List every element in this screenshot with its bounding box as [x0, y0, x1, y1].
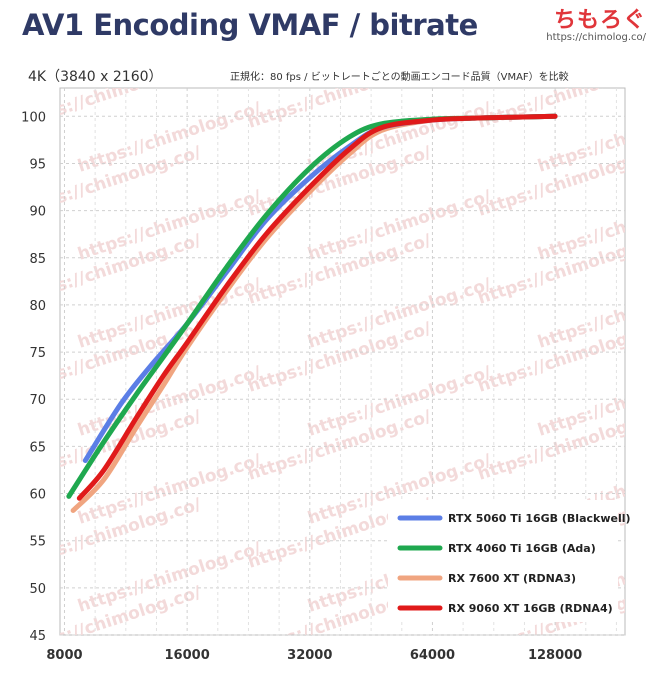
x-tick-label: 128000	[528, 648, 582, 663]
brand-logo: ちもろぐ https://chimolog.co/	[546, 2, 646, 43]
x-tick-label: 16000	[165, 648, 210, 663]
y-tick-label: 90	[29, 205, 46, 220]
y-tick-label: 95	[29, 157, 46, 172]
chart-subtitle: 4K（3840 x 2160）	[28, 69, 163, 85]
y-tick-label: 70	[29, 393, 46, 408]
x-tick-label: 8000	[46, 648, 82, 663]
legend-label: RX 9060 XT 16GB (RDNA4)	[448, 602, 613, 615]
legend-label: RTX 5060 Ti 16GB (Blackwell)	[448, 512, 631, 525]
y-tick-label: 55	[29, 535, 46, 550]
y-tick-label: 50	[29, 582, 46, 597]
chart-note: 正規化：80 fps / ビットレートごとの動画エンコード品質（VMAF）を比較	[230, 72, 569, 83]
y-tick-label: 60	[29, 488, 46, 503]
series-line-4	[76, 113, 558, 501]
y-tick-label: 75	[29, 346, 46, 361]
y-tick-label: 80	[29, 299, 46, 314]
legend-label: RX 7600 XT (RDNA3)	[448, 572, 576, 585]
x-tick-label: 32000	[287, 648, 332, 663]
legend-label: RTX 4060 Ti 16GB (Ada)	[448, 542, 596, 555]
brand-name: ちもろぐ	[553, 8, 646, 33]
y-tick-label: 65	[29, 440, 46, 455]
x-tick-label: 64000	[410, 648, 455, 663]
y-tick-label: 45	[29, 629, 46, 644]
chart-title: AV1 Encoding VMAF / bitrate	[22, 8, 478, 42]
y-tick-label: 100	[21, 110, 46, 125]
brand-url: https://chimolog.co/	[546, 32, 646, 43]
y-tick-label: 85	[29, 252, 46, 267]
